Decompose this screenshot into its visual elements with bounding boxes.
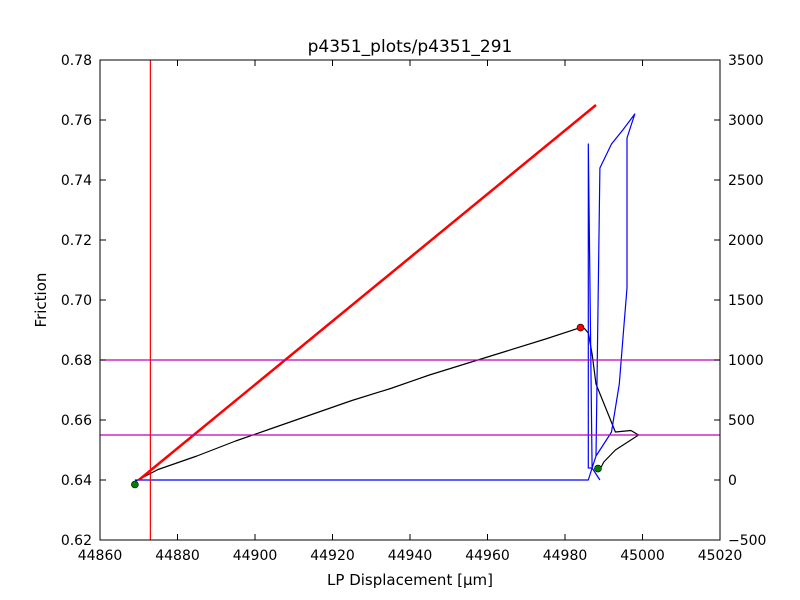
y-tick-label-7: 0.76 xyxy=(61,113,92,129)
x-axis-title: LP Displacement [μm] xyxy=(327,571,493,589)
y-axis-title: Friction xyxy=(32,273,50,328)
series-line-1 xyxy=(134,113,636,481)
y2-tick-label-0: −500 xyxy=(728,533,766,549)
data-point-2 xyxy=(576,323,585,332)
plot-frame xyxy=(99,59,721,541)
y-tick-label-4: 0.70 xyxy=(61,293,92,309)
x-tick-label-1: 44880 xyxy=(155,548,200,564)
y-tick-label-6: 0.74 xyxy=(61,173,92,189)
y2-tick-label-4: 1500 xyxy=(728,293,764,309)
x-tick-label-3: 44920 xyxy=(310,548,355,564)
x-tick-label-5: 44960 xyxy=(465,548,510,564)
plot-area xyxy=(100,60,720,540)
x-tick-label-8: 45020 xyxy=(698,548,743,564)
y2-tick-label-2: 500 xyxy=(728,413,755,429)
y2-tick-label-3: 1000 xyxy=(728,353,764,369)
y-tick-label-2: 0.66 xyxy=(61,413,92,429)
x-tick-label-2: 44900 xyxy=(233,548,278,564)
series-line-2 xyxy=(138,104,597,481)
y2-tick-label-1: 0 xyxy=(728,473,737,489)
x-tick-label-7: 45000 xyxy=(620,548,665,564)
x-tick-label-4: 44940 xyxy=(388,548,433,564)
series-line-0 xyxy=(134,327,640,483)
y2-tick-label-5: 2000 xyxy=(728,233,764,249)
y-tick-label-0: 0.62 xyxy=(61,533,92,549)
plot-clip-group xyxy=(100,60,720,540)
y-tick-label-8: 0.78 xyxy=(61,53,92,69)
data-point-0 xyxy=(131,480,139,489)
x-tick-label-0: 44860 xyxy=(78,548,123,564)
y2-tick-label-7: 3000 xyxy=(728,113,764,129)
y2-tick-label-8: 3500 xyxy=(728,53,764,69)
data-point-1 xyxy=(594,464,602,473)
axes: 44860 44880 44900 44920 44940 44960 44980 45000… xyxy=(61,53,767,564)
y2-tick-label-6: 2500 xyxy=(728,173,764,189)
chart-title: p4351_plots/p4351_291 xyxy=(308,37,513,57)
y-tick-label-5: 0.72 xyxy=(61,233,92,249)
y-tick-label-3: 0.68 xyxy=(61,353,92,369)
x-tick-label-6: 44980 xyxy=(543,548,588,564)
y-tick-label-1: 0.64 xyxy=(61,473,92,489)
